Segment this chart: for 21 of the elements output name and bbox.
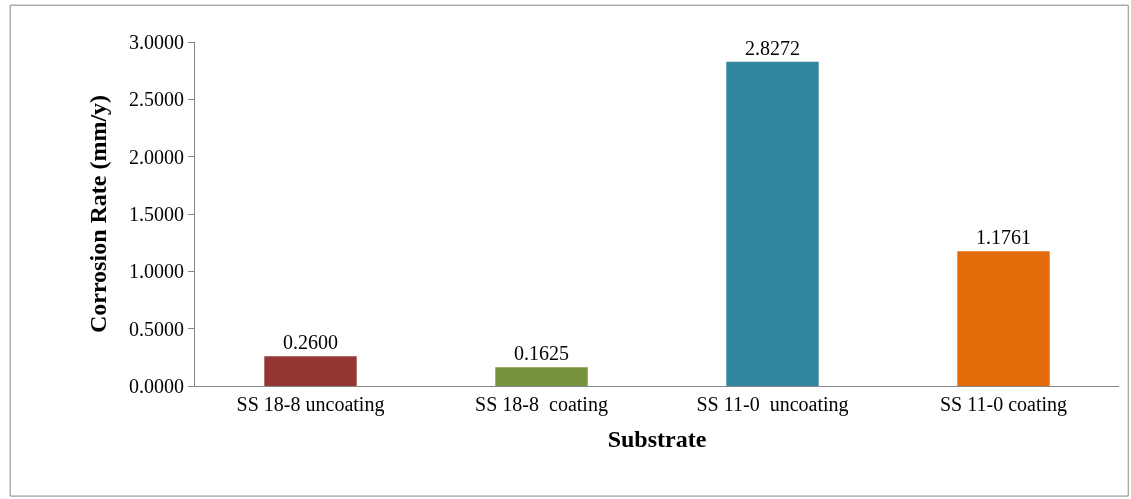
data-label: 0.1625 [514,342,569,365]
x-tick-label: SS 11-0 coating [939,393,1068,416]
bar [264,356,357,386]
x-tick-label: SS 18-8 coating [475,393,608,416]
data-label: 2.8272 [745,36,800,59]
y-tick-label: 0.0000 [129,375,184,397]
x-tick-label: SS 11-0 uncoating [696,393,849,416]
y-tick-label: 0.5000 [129,317,184,340]
y-tick-label: 1.0000 [129,260,184,283]
bar [957,251,1050,386]
y-tick-label: 3.0000 [129,31,184,53]
data-label: 1.1761 [976,226,1031,249]
y-tick-label: 2.0000 [129,145,184,168]
x-axis-title: Substrate [607,426,707,453]
bar [495,367,588,386]
y-tick-label: 1.5000 [129,203,184,225]
y-tick-label: 2.5000 [129,88,184,111]
bar [726,61,819,386]
x-tick-label: SS 18-8 uncoating [236,393,385,416]
data-label: 0.2600 [283,331,338,354]
y-axis-title: Corrosion Rate (mm/y) [85,94,112,334]
